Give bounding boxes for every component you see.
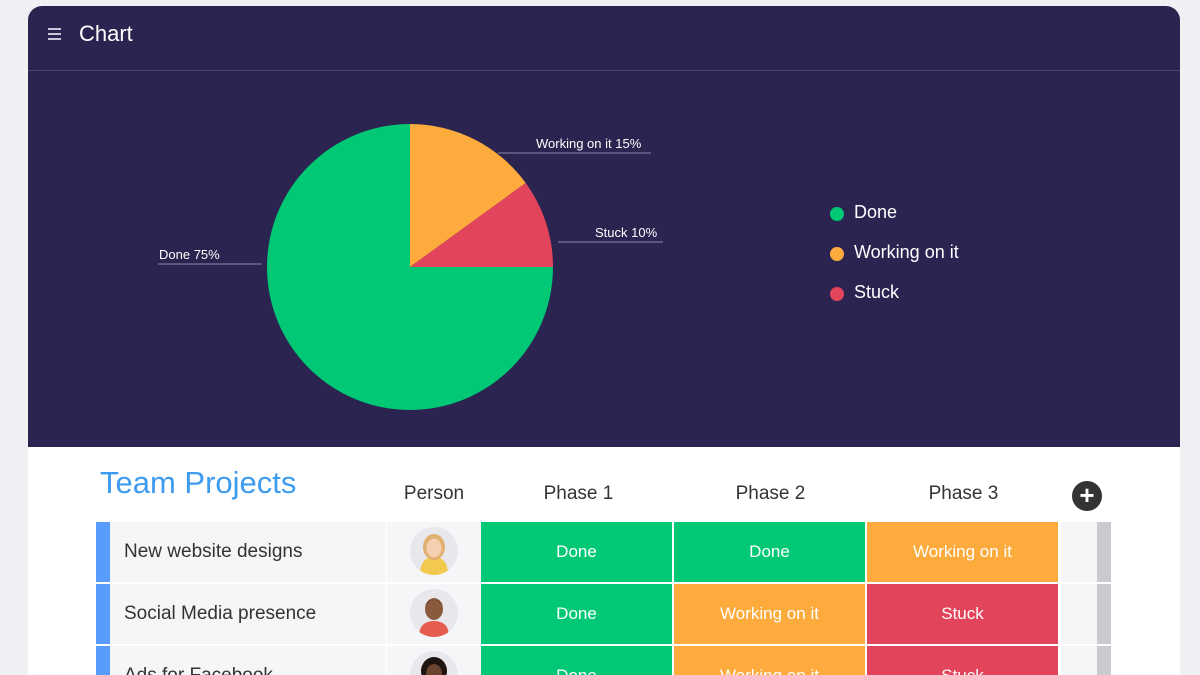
status-cell[interactable]: Working on it <box>674 646 865 675</box>
board-title[interactable]: Team Projects <box>100 465 297 500</box>
status-cell[interactable]: Working on it <box>867 522 1058 582</box>
app-window: Chart Working on it 15% Stuck 10% Done 75%… <box>28 6 1180 675</box>
table-row[interactable]: Ads for Facebook Done Working on it Stuc… <box>96 646 1111 675</box>
pie-data-label: Done 75% <box>159 247 220 262</box>
row-scroll-edge <box>1097 522 1111 582</box>
item-name: New website designs <box>124 541 303 562</box>
table-row[interactable]: Social Media presence Done Working on it… <box>96 584 1111 644</box>
row-end-cell <box>1061 584 1097 644</box>
chart-title: Chart <box>79 21 133 46</box>
group-color-bar <box>96 646 110 675</box>
legend-label: Stuck <box>854 282 900 302</box>
pie-slice-stuck[interactable] <box>410 182 553 267</box>
column-header-phase-1[interactable]: Phase 1 <box>543 483 614 504</box>
column-header-person[interactable]: Person <box>403 483 465 504</box>
chart-widget: Chart Working on it 15% Stuck 10% Done 75%… <box>28 6 1180 447</box>
pie-slice-working-on-it[interactable] <box>410 124 526 267</box>
item-name: Ads for Facebook <box>124 665 273 675</box>
column-header-phase-2[interactable]: Phase 2 <box>735 483 806 504</box>
row-scroll-edge <box>1097 646 1111 675</box>
plus-circle-icon[interactable]: + <box>1072 481 1102 511</box>
status-cell[interactable]: Done <box>674 522 865 582</box>
pie-data-label: Stuck 10% <box>595 225 658 240</box>
pie-slice-done[interactable] <box>267 124 553 410</box>
avatar <box>410 651 458 675</box>
row-end-cell <box>1061 646 1097 675</box>
item-name-cell[interactable]: New website designs <box>110 522 386 582</box>
status-cell[interactable]: Done <box>481 646 672 675</box>
group-color-bar <box>96 522 110 582</box>
item-name-cell[interactable]: Ads for Facebook <box>110 646 386 675</box>
status-cell[interactable]: Done <box>481 584 672 644</box>
person-cell[interactable] <box>387 584 481 644</box>
status-cell[interactable]: Stuck <box>867 584 1058 644</box>
legend-label: Working on it <box>854 242 959 262</box>
column-header-phase-3[interactable]: Phase 3 <box>928 483 999 504</box>
status-cell[interactable]: Done <box>481 522 672 582</box>
board-table: Team Projects Person Phase 1 Phase 2 Pha… <box>28 447 1180 675</box>
legend-dot-working-icon <box>830 247 844 261</box>
row-end-cell <box>1061 522 1097 582</box>
row-scroll-edge <box>1097 584 1111 644</box>
legend-label: Done <box>854 202 898 222</box>
avatar <box>410 527 458 575</box>
pie-data-label: Working on it 15% <box>536 136 642 151</box>
legend-dot-stuck-icon <box>830 287 844 301</box>
chart-header: Chart <box>28 6 1180 71</box>
status-cell[interactable]: Working on it <box>674 584 865 644</box>
group-color-bar <box>96 584 110 644</box>
item-name: Social Media presence <box>124 603 317 624</box>
item-name-cell[interactable]: Social Media presence <box>110 584 386 644</box>
person-cell[interactable] <box>387 522 481 582</box>
person-cell[interactable] <box>387 646 481 675</box>
legend-dot-done-icon <box>830 207 844 221</box>
hamburger-menu-icon[interactable] <box>48 28 61 40</box>
avatar <box>410 589 458 637</box>
pie-chart: Working on it 15% Stuck 10% Done 75% <box>158 124 663 410</box>
table-row[interactable]: New website designs Done Done Working on… <box>96 522 1111 582</box>
status-cell[interactable]: Stuck <box>867 646 1058 675</box>
